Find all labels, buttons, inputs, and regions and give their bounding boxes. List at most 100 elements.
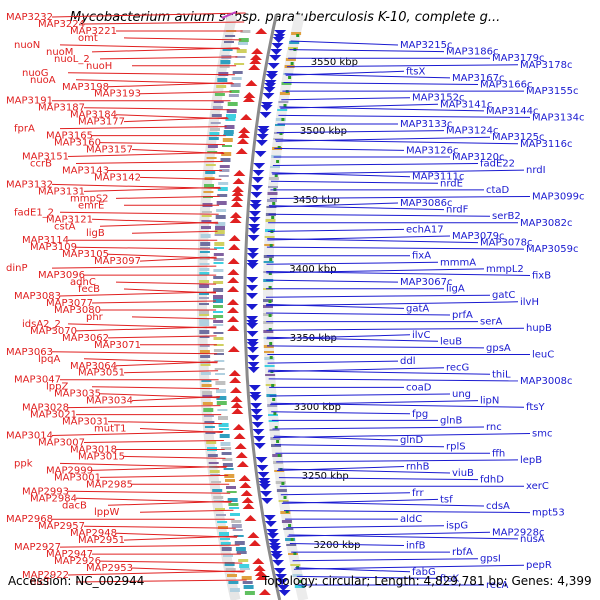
- feature-block-track-2: [227, 498, 238, 502]
- feature-block-track-1: [199, 303, 209, 305]
- feature-block-track-1: [201, 226, 211, 229]
- feature-block-track-1: [199, 292, 209, 295]
- feature-block-track-2: [240, 568, 250, 570]
- right-gene-label: MAP3120c: [452, 152, 504, 163]
- feature-block-track-1: [220, 60, 231, 64]
- right-gene-label: fpg: [412, 409, 428, 420]
- feature-block-track-2: [223, 130, 234, 134]
- forward-gene-arrow: [251, 422, 264, 428]
- right-gene-label: ung: [452, 389, 471, 400]
- forward-gene-arrow: [247, 248, 259, 254]
- right-gene-label: ftsX: [406, 66, 425, 77]
- feature-block-inner: [265, 219, 276, 222]
- ruler-tick: [274, 174, 278, 177]
- right-gene-label: MAP3141c: [440, 99, 492, 110]
- reverse-gene-arrow: [231, 195, 244, 201]
- feature-block-track-1: [199, 272, 210, 275]
- left-leader-line: [67, 152, 224, 157]
- ruler-tick: [269, 342, 273, 345]
- feature-block-track-1: [199, 344, 210, 347]
- feature-block-track-1: [207, 145, 218, 148]
- feature-block-track-1: [207, 454, 218, 457]
- ruler-tick: [271, 216, 275, 219]
- left-gene-label: MAP2948: [70, 528, 117, 539]
- left-gene-label: MAP3062: [62, 333, 109, 344]
- feature-block-track-1: [199, 318, 210, 322]
- feature-block-track-2: [213, 332, 224, 334]
- feature-block-track-2: [219, 434, 230, 438]
- reverse-gene-arrow: [227, 346, 240, 352]
- reverse-gene-arrow: [227, 286, 240, 292]
- feature-block-track-1: [199, 263, 210, 265]
- right-gene-label: ispG: [446, 521, 468, 532]
- feature-block-track-2: [214, 247, 224, 249]
- feature-block-inner: [263, 330, 274, 333]
- right-leader-line: [267, 238, 479, 244]
- feature-block-track-2: [244, 591, 255, 595]
- right-gene-label: gpsI: [480, 554, 501, 565]
- feature-block-track-2: [230, 83, 241, 87]
- left-gene-label: MAP3021: [30, 410, 77, 421]
- left-leader-line: [99, 474, 229, 478]
- feature-block-inner: [264, 236, 275, 238]
- ruler-tick: [277, 454, 281, 457]
- reverse-gene-arrow: [230, 402, 243, 408]
- right-gene-label: nrdF: [446, 205, 469, 216]
- left-gene-label: nuoA: [30, 75, 56, 86]
- feature-block-track-1: [200, 247, 210, 249]
- feature-block-track-1: [201, 215, 212, 217]
- forward-gene-arrow: [251, 185, 264, 191]
- reverse-gene-arrow: [251, 48, 264, 54]
- forward-gene-arrow: [248, 224, 261, 230]
- ruler-tick: [269, 356, 273, 359]
- right-leader-line: [276, 130, 445, 134]
- right-gene-label: MAP3086c: [400, 198, 452, 209]
- reverse-gene-arrow: [242, 96, 255, 102]
- reverse-gene-arrow: [255, 574, 268, 580]
- feature-block-track-2: [232, 529, 243, 531]
- feature-block-track-2: [222, 458, 233, 461]
- left-leader-line: [67, 570, 246, 576]
- right-leader-line: [274, 147, 405, 151]
- left-gene-label: adhC: [70, 277, 96, 288]
- left-gene-label: MAP3193: [94, 89, 141, 100]
- left-leader-line: [51, 351, 218, 355]
- left-leader-line: [107, 253, 217, 259]
- right-gene-label: mmpL2: [486, 264, 524, 275]
- feature-block-track-2: [222, 463, 233, 467]
- right-gene-label: MAP3178c: [520, 60, 572, 71]
- left-gene-label: MAP3232: [6, 12, 53, 23]
- feature-block-track-2: [213, 253, 224, 256]
- feature-block-track-2: [219, 169, 230, 172]
- feature-block-track-1: [206, 440, 217, 444]
- feature-block-track-1: [219, 532, 229, 536]
- ruler-tick: [299, 580, 303, 583]
- feature-block-track-2: [231, 77, 242, 80]
- scale-label-3400-kbp: 3400 kbp: [289, 264, 336, 275]
- forward-gene-arrow: [256, 465, 269, 471]
- genome-title: Mycobacterium avium subsp. paratuberculo…: [70, 10, 501, 25]
- right-leader-line: [269, 196, 531, 199]
- feature-block-track-1: [213, 500, 224, 502]
- ruler-tick: [285, 510, 289, 513]
- left-leader-line: [115, 281, 217, 285]
- feature-block-track-1: [199, 314, 210, 316]
- scale-label-3450-kbp: 3450 kbp: [293, 195, 340, 206]
- feature-block-inner: [294, 585, 305, 588]
- right-gene-label: MAP3155c: [526, 86, 578, 97]
- right-gene-label: echA17: [406, 224, 444, 235]
- right-gene-label: MAP3008c: [520, 376, 572, 387]
- left-gene-label: nicT: [30, 577, 52, 588]
- forward-gene-arrow: [267, 63, 280, 69]
- feature-block-track-2: [213, 320, 224, 323]
- forward-gene-arrow: [262, 93, 275, 99]
- right-leader-line: [266, 279, 399, 283]
- right-gene-label: ftsK: [440, 573, 459, 584]
- feature-block-track-1: [203, 408, 214, 412]
- feature-block-track-2: [217, 194, 228, 197]
- right-leader-line: [283, 510, 531, 514]
- ruler-tick: [274, 426, 278, 429]
- reverse-gene-arrow: [229, 212, 242, 218]
- feature-block-track-2: [215, 222, 226, 226]
- left-gene-label: phr: [86, 312, 104, 323]
